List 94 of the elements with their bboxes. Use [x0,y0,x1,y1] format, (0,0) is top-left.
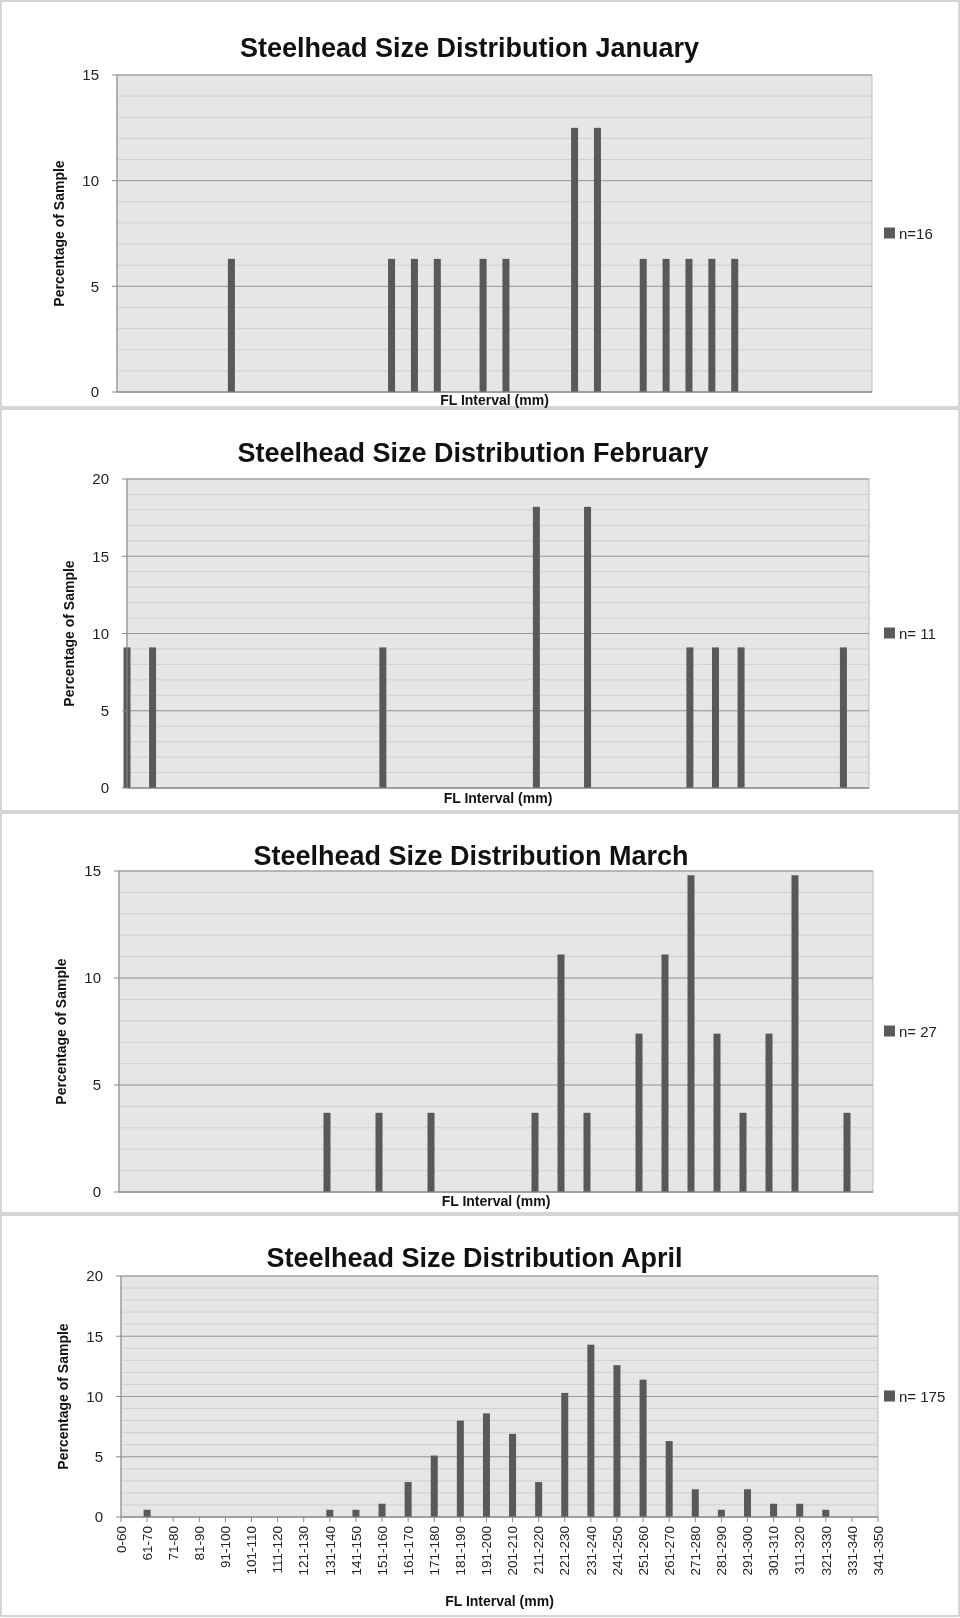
bar [404,1482,412,1518]
x-tick-label: 251-260 [635,1526,651,1576]
x-tick-label: 281-290 [714,1526,730,1576]
bar [378,1503,386,1517]
bar [323,1112,331,1192]
bar [635,1033,643,1192]
bar [456,1420,464,1517]
x-axis-title: FL Interval (mm) [440,392,549,408]
bar [713,1033,721,1192]
y-tick-label: 0 [92,1183,101,1201]
y-tick-label: 0 [100,779,109,797]
bar [743,1489,751,1518]
y-tick-label: 15 [82,66,99,84]
chart-title: Steelhead Size Distribution April [266,1243,683,1273]
legend-label: n= 27 [899,1022,937,1040]
bar [430,1455,438,1518]
x-tick-label: 311-320 [792,1526,808,1575]
x-tick-label: 331-340 [844,1526,860,1576]
bar [691,1489,699,1518]
bar [739,1112,747,1192]
bar [427,1112,435,1192]
chart-title: Steelhead Size Distribution March [253,841,689,871]
x-tick-label: 121-130 [296,1526,312,1576]
bar [535,1482,543,1518]
y-tick-label: 10 [84,969,101,987]
bar [765,1033,773,1192]
x-tick-label: 291-300 [740,1526,756,1576]
x-tick-label: 221-230 [557,1526,573,1576]
x-tick-label: 171-180 [426,1526,442,1576]
bar [557,954,565,1192]
x-tick-label: 81-90 [192,1526,208,1561]
x-tick-label: 321-330 [818,1526,834,1576]
bar [531,1112,539,1192]
y-tick-label: 15 [86,1327,103,1345]
x-tick-label: 151-160 [374,1526,390,1576]
x-tick-label: 191-200 [479,1526,495,1576]
x-tick-label: 301-310 [766,1526,782,1576]
x-tick-label: 71-80 [165,1526,181,1561]
bar [583,1112,591,1192]
bar [791,875,799,1192]
x-tick-label: 91-100 [218,1526,234,1569]
y-axis-title: Percentage of Sample [54,1323,71,1470]
chart-title: Steelhead Size Distribution January [239,33,700,63]
x-tick-label: 161-170 [400,1526,416,1576]
y-tick-label: 5 [90,277,99,295]
x-tick-label: 211-220 [531,1526,547,1575]
bar [482,1413,490,1517]
bar [587,1344,595,1518]
y-tick-label: 20 [92,470,109,488]
x-tick-label: 271-280 [688,1526,703,1576]
y-tick-label: 5 [100,702,109,719]
x-axis-title: FL Interval (mm) [445,1593,554,1609]
legend-label: n= 175 [899,1387,946,1405]
bar [665,1441,673,1517]
bar [639,1379,647,1517]
bar [613,1365,621,1517]
y-tick-label: 10 [82,171,99,189]
x-tick-label: 141-150 [348,1526,364,1576]
x-tick-label: 61-70 [139,1526,155,1561]
y-tick-label: 10 [86,1387,103,1405]
bar [843,1112,851,1192]
x-tick-label: 261-270 [661,1526,677,1576]
x-tick-label: 101-110 [244,1526,260,1575]
y-axis-title: Percentage of Sample [50,160,67,307]
bar [561,1392,569,1518]
y-axis-title: Percentage of Sample [52,958,69,1105]
x-tick-label: 231-240 [583,1526,599,1576]
y-tick-label: 10 [92,624,109,642]
bar [375,1112,383,1192]
y-axis-title: Percentage of Sample [60,560,77,707]
x-axis-title: FL Interval (mm) [441,1193,551,1209]
y-tick-label: 0 [90,383,99,401]
y-tick-label: 15 [92,547,109,565]
x-tick-label: 181-190 [453,1526,469,1576]
y-tick-label: 15 [84,862,101,880]
x-tick-label: 131-140 [322,1526,338,1576]
x-tick-label: 241-250 [609,1526,625,1576]
x-tick-label: 201-210 [505,1526,521,1576]
x-tick-label: 341-350 [870,1526,886,1576]
bar [661,954,669,1192]
x-tick-label: 0-60 [113,1526,129,1554]
legend-label: n= 11 [899,624,936,642]
y-tick-label: 5 [94,1448,103,1465]
bar [796,1503,804,1517]
bar [687,875,695,1192]
legend-label: n=16 [899,224,933,242]
bar [509,1433,517,1517]
y-tick-label: 0 [94,1508,103,1526]
chart-title: Steelhead Size Distribution February [237,438,709,468]
bar [770,1503,778,1517]
y-tick-label: 20 [86,1267,103,1285]
y-tick-label: 5 [92,1076,101,1094]
x-axis-title: FL Interval (mm) [443,790,553,806]
x-tick-label: 111-120 [270,1526,286,1574]
